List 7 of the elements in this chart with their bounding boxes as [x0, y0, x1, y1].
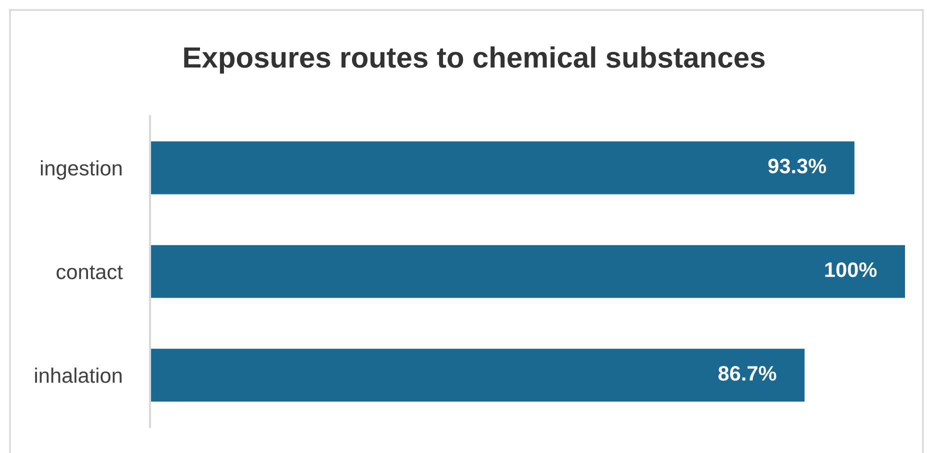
data-label: 93.3%: [768, 158, 826, 174]
data-label: 100%: [825, 262, 877, 278]
chart-title: Exposures routes to chemical substances: [184, 46, 765, 74]
y-tick-label: contact: [56, 266, 123, 280]
y-tick-label: inhalation: [35, 368, 122, 383]
data-label: 86.7%: [718, 366, 776, 381]
y-tick-label: ingestion: [40, 160, 122, 180]
